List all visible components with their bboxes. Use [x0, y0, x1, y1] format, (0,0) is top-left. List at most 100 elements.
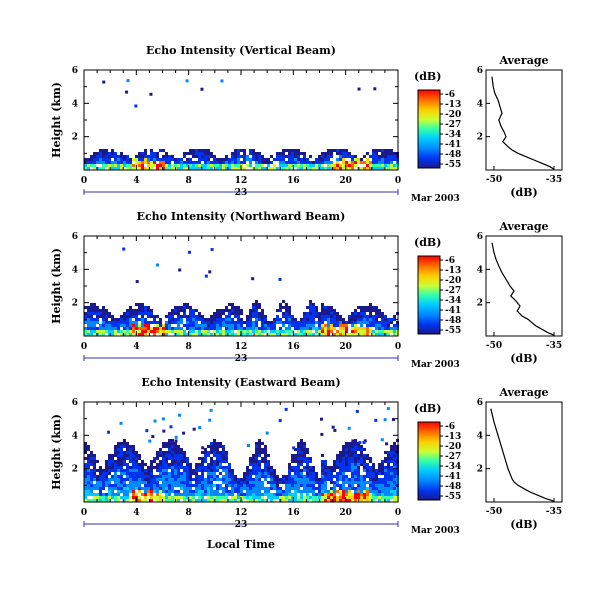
heatmap-cell [234, 490, 237, 493]
heatmap-cell [384, 457, 387, 460]
heatmap-cell [153, 321, 156, 324]
heatmap-cell [393, 158, 396, 161]
heatmap-cell [393, 167, 396, 170]
heatmap-cell [288, 324, 291, 327]
heatmap-cell [366, 469, 369, 472]
heatmap-cell [360, 306, 363, 309]
heatmap-cell [219, 487, 222, 490]
heatmap-cell [336, 149, 339, 152]
heatmap-cell [198, 158, 201, 161]
heatmap-cell [378, 490, 381, 493]
heatmap-cell [207, 152, 210, 155]
heatmap-cell [99, 487, 102, 490]
heatmap-cell [348, 152, 351, 155]
heatmap-cell [213, 315, 216, 318]
heatmap-cell [378, 158, 381, 161]
heatmap-cell [264, 466, 267, 469]
heatmap-cell [309, 318, 312, 321]
heatmap-cell [267, 324, 270, 327]
heatmap-cell [126, 330, 129, 333]
heatmap-cell [237, 312, 240, 315]
heatmap-cell [258, 466, 261, 469]
heatmap-cell [321, 499, 324, 502]
heatmap-cell [285, 333, 288, 336]
heatmap-cell [207, 324, 210, 327]
heatmap-cell [342, 469, 345, 472]
heatmap-cell [186, 490, 189, 493]
heatmap-cell [378, 164, 381, 167]
colorbar-tick-label: -41 [445, 140, 461, 150]
heatmap-cell [102, 158, 105, 161]
heatmap-cell [93, 454, 96, 457]
heatmap-cell [288, 306, 291, 309]
heatmap-cell [342, 466, 345, 469]
heatmap-cell [210, 460, 213, 463]
heatmap-cell [114, 167, 117, 170]
heatmap-cell [99, 312, 102, 315]
heatmap-cell [198, 312, 201, 315]
heatmap-cell [234, 333, 237, 336]
heatmap-cell [105, 315, 108, 318]
heatmap-title: Echo Intensity (Northward Beam) [137, 210, 346, 223]
heatmap-cell [336, 463, 339, 466]
heatmap-cell [351, 164, 354, 167]
heatmap-cell [282, 496, 285, 499]
heatmap-cell [270, 327, 273, 330]
heatmap-cell [342, 487, 345, 490]
heatmap-cell [237, 152, 240, 155]
heatmap-cell [276, 309, 279, 312]
heatmap-cell [138, 324, 141, 327]
heatmap-cell [360, 487, 363, 490]
heatmap-cell [108, 315, 111, 318]
heatmap-cell [393, 493, 396, 496]
heatmap-cell [186, 478, 189, 481]
heatmap-cell [351, 158, 354, 161]
heatmap-cell [321, 487, 324, 490]
heatmap-cell [207, 161, 210, 164]
colorbar-tick-label: -41 [445, 472, 461, 482]
heatmap-cell [180, 493, 183, 496]
heatmap-cell [216, 484, 219, 487]
heatmap-cell [192, 312, 195, 315]
heatmap-cell [195, 463, 198, 466]
heatmap-cell [96, 481, 99, 484]
heatmap-cell [369, 469, 372, 472]
heatmap-cell [354, 454, 357, 457]
heatmap-cell [321, 306, 324, 309]
heatmap-cell [288, 318, 291, 321]
heatmap-cell [198, 315, 201, 318]
heatmap-cell [153, 161, 156, 164]
heatmap-cell [363, 478, 366, 481]
heatmap-cell [177, 318, 180, 321]
heatmap-cell [276, 490, 279, 493]
heatmap-cell [339, 493, 342, 496]
heatmap-cell [315, 478, 318, 481]
heatmap-cell [138, 309, 141, 312]
heatmap-cell [117, 161, 120, 164]
heatmap-cell [273, 487, 276, 490]
heatmap-cell [336, 454, 339, 457]
heatmap-cell [300, 454, 303, 457]
heatmap-cell [216, 327, 219, 330]
heatmap-cell [135, 315, 138, 318]
heatmap-cell [219, 324, 222, 327]
heatmap-cell [357, 158, 360, 161]
heatmap-cell [189, 161, 192, 164]
heatmap-cell [354, 333, 357, 336]
heatmap-cell [339, 149, 342, 152]
heatmap-cell [207, 155, 210, 158]
heatmap-cell [237, 499, 240, 502]
heatmap-cell [321, 315, 324, 318]
heatmap-cell [102, 475, 105, 478]
heatmap-cell [387, 475, 390, 478]
heatmap-cell [210, 469, 213, 472]
heatmap-cell [243, 158, 246, 161]
heatmap-cell [183, 167, 186, 170]
heatmap-cell [87, 315, 90, 318]
heatmap-cell [84, 478, 87, 481]
heatmap-cell [375, 152, 378, 155]
heatmap-cell [99, 155, 102, 158]
colorbar-tick-label: -34 [445, 296, 461, 306]
heatmap-cell [258, 481, 261, 484]
heatmap-cell [369, 164, 372, 167]
